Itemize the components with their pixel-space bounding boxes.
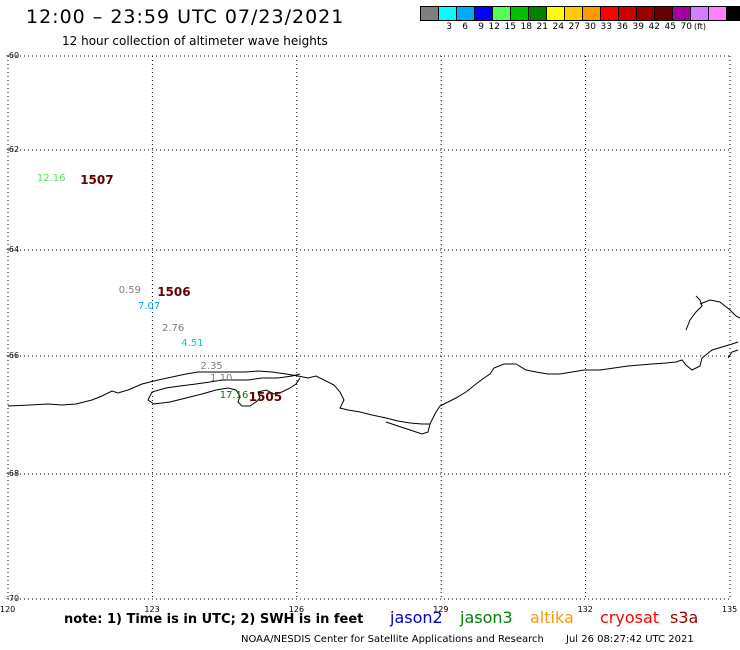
longitude-label: 135 xyxy=(722,605,738,614)
satellite-legend-jason3: jason3 xyxy=(460,608,513,627)
color-scale-bar xyxy=(420,6,740,21)
latitude-label: -68 xyxy=(6,469,20,478)
longitude-label: 132 xyxy=(577,605,593,614)
color-swatch xyxy=(726,6,740,21)
color-scale-label: 12 xyxy=(488,22,500,32)
wave-height-label: 1.10 xyxy=(210,372,233,384)
wave-height-label: 4.51 xyxy=(181,338,204,350)
coastline-east-2 xyxy=(685,295,703,331)
latitude-label: -64 xyxy=(6,245,20,254)
latitude-label: -62 xyxy=(6,145,20,154)
color-scale-label: 27 xyxy=(568,22,580,32)
color-scale-labels: 3 6 9 12 15 18 21 24 27 30 33 36 39 42 45 70 (ft) xyxy=(420,22,706,32)
orbit-number-label: 1506 xyxy=(157,285,191,300)
satellite-legend-s3a: s3a xyxy=(670,608,699,627)
color-scale-label: 6 xyxy=(462,22,468,32)
color-scale-label: 15 xyxy=(504,22,516,32)
color-scale-label: 33 xyxy=(600,22,612,32)
antarctic-coastline xyxy=(7,341,739,425)
latitude-label: -70 xyxy=(6,594,20,603)
coastline-east xyxy=(699,299,740,319)
longitude-label: 126 xyxy=(288,605,305,614)
color-scale-label: 3 xyxy=(446,22,452,32)
coastline-inlet xyxy=(147,373,301,401)
orbit-number-label: 1507 xyxy=(80,173,114,187)
color-scale-label: 24 xyxy=(552,22,564,32)
footnote: note: 1) Time is in UTC; 2) SWH is in fe… xyxy=(64,612,364,627)
map-grid xyxy=(7,55,731,600)
longitude-label: 123 xyxy=(144,605,160,614)
map-title: 12:00 – 23:59 UTC 07/23/2021 xyxy=(26,6,345,28)
color-scale-label: 39 xyxy=(632,22,644,32)
coastline-peninsula xyxy=(385,421,431,435)
color-scale-label: 45 xyxy=(664,22,676,32)
color-scale-unit: (ft) xyxy=(694,22,707,31)
latitude-label: -60 xyxy=(6,51,20,60)
satellite-legend-jason2: jason2 xyxy=(390,608,443,627)
color-scale-label: 21 xyxy=(536,22,548,32)
orbit-number-label: 1505 xyxy=(248,390,283,405)
satellite-legend-altika: altika xyxy=(530,608,574,627)
coastline-bay xyxy=(147,377,301,407)
wave-height-label: 17.16 xyxy=(219,390,249,402)
color-scale-label: 9 xyxy=(478,22,484,32)
wave-height-label: 7.07 xyxy=(137,301,161,313)
credit-line: NOAA/NESDIS Center for Satellite Applica… xyxy=(241,634,544,645)
wave-height-label: 12.16 xyxy=(36,173,66,184)
wave-height-label: 2.76 xyxy=(162,322,185,334)
longitude-label: 120 xyxy=(0,605,16,614)
wave-height-label: 2.35 xyxy=(200,360,223,372)
satellite-legend-cryosat: cryosat xyxy=(600,608,660,627)
timestamp: Jul 26 08:27:42 UTC 2021 xyxy=(566,634,694,645)
map-subtitle: 12 hour collection of altimeter wave hei… xyxy=(62,34,328,48)
color-scale-label: 30 xyxy=(584,22,596,32)
color-scale-label: 18 xyxy=(520,22,532,32)
longitude-label: 129 xyxy=(433,605,449,614)
coastline-edge xyxy=(727,349,739,359)
color-scale-label: 42 xyxy=(648,22,660,32)
wave-height-label: 0.59 xyxy=(118,285,141,297)
color-scale-label: 36 xyxy=(616,22,628,32)
color-scale-label: 70 xyxy=(680,22,692,32)
latitude-label: -66 xyxy=(6,351,20,360)
